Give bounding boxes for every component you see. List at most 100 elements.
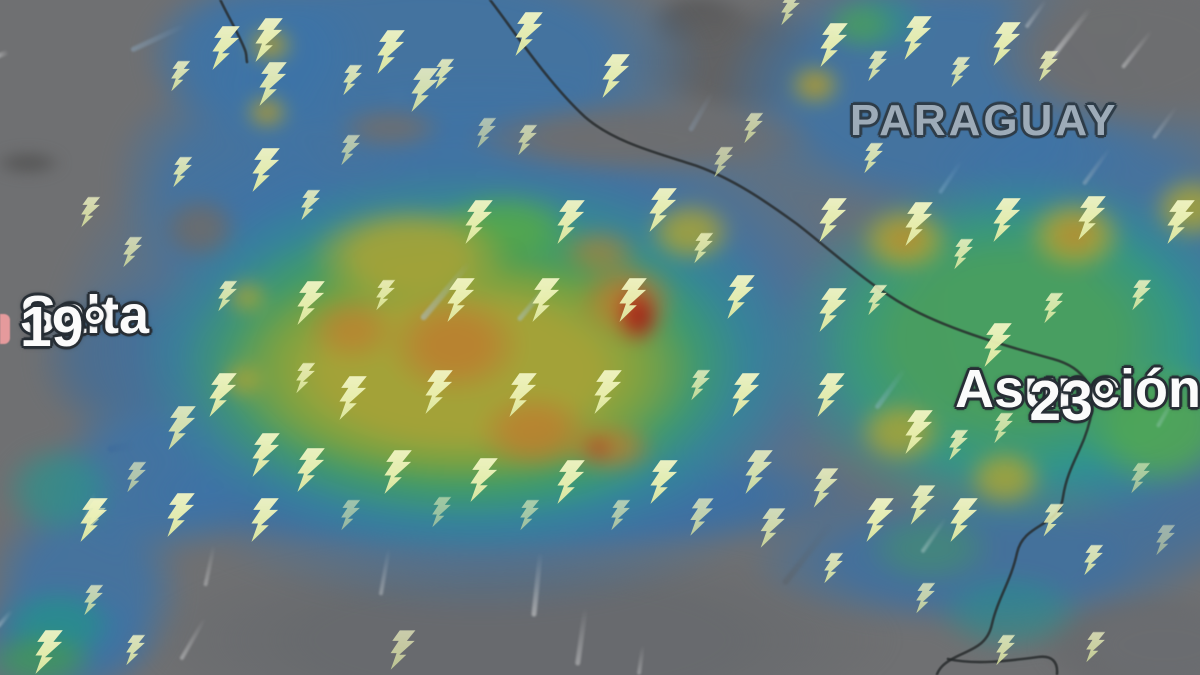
lightning-bolt-icon	[1086, 631, 1106, 663]
lightning-bolt-icon	[690, 498, 714, 536]
country-label-paraguay: PARAGUAY	[850, 96, 1119, 145]
lightning-bolt-icon	[81, 196, 101, 228]
lightning-bolt-icon	[255, 18, 283, 62]
city-name: Salta	[20, 285, 150, 345]
lightning-bolt-icon	[744, 112, 764, 144]
lightning-bolt-icon	[515, 12, 543, 56]
lightning-bolt-icon	[390, 630, 416, 670]
lightning-bolt-icon	[212, 26, 240, 70]
lightning-bolt-icon	[611, 499, 631, 531]
lightning-bolt-icon	[123, 236, 143, 268]
lightning-bolt-icon	[594, 370, 622, 414]
city-name: Asunción	[955, 359, 1200, 419]
lightning-bolt-icon	[996, 634, 1016, 666]
lightning-bolt-icon	[411, 68, 439, 112]
lightning-bolt-icon	[343, 64, 363, 96]
lightning-bolt-icon	[509, 373, 537, 417]
lightning-bolt-icon	[447, 278, 475, 322]
lightning-bolt-icon	[905, 202, 933, 246]
lightning-bolt-icon	[557, 200, 585, 244]
lightning-bolt-icon	[465, 200, 493, 244]
lightning-bolt-icon	[714, 146, 734, 178]
lightning-bolt-icon	[820, 23, 848, 67]
lightning-bolt-icon	[951, 56, 971, 88]
border-branch-south	[946, 655, 1059, 675]
lightning-bolt-icon	[650, 460, 678, 504]
lightning-bolt-icon	[557, 460, 585, 504]
lightning-bolt-icon	[1156, 524, 1176, 556]
lightning-bolt-icon	[781, 0, 801, 26]
lightning-bolt-icon	[297, 448, 325, 492]
lightning-bolt-icon	[817, 373, 845, 417]
lightning-bolt-icon	[864, 142, 884, 174]
lightning-bolt-icon	[168, 406, 196, 450]
lightning-bolt-icon	[1039, 50, 1059, 82]
lightning-bolt-icon	[602, 54, 630, 98]
lightning-bolt-icon	[813, 468, 839, 508]
lightning-bolt-icon	[384, 450, 412, 494]
lightning-bolt-icon	[949, 429, 969, 461]
lightning-bolt-icon	[819, 288, 847, 332]
lightning-bolt-icon	[301, 189, 321, 221]
city-temperature: 23°	[1029, 369, 1116, 433]
lightning-bolt-icon	[297, 281, 325, 325]
lightning-bolt-icon	[251, 498, 279, 542]
lightning-bolt-icon	[520, 499, 540, 531]
lightning-bolt-icon	[167, 493, 195, 537]
lightning-bolt-icon	[868, 284, 888, 316]
lightning-bolt-icon	[1044, 292, 1064, 324]
lightning-bolt-icon	[954, 238, 974, 270]
road-fragment-marker	[0, 314, 10, 344]
lightning-bolt-icon	[339, 376, 367, 420]
lightning-bolt-icon	[916, 582, 936, 614]
lightning-bolt-icon	[470, 458, 498, 502]
lightning-bolt-icon	[819, 198, 847, 242]
lightning-bolt-icon	[993, 22, 1021, 66]
lightning-bolt-icon	[1078, 196, 1106, 240]
lightning-bolt-icon	[84, 584, 104, 616]
lightning-bolt-icon	[745, 450, 773, 494]
lightning-bolt-icon	[1043, 503, 1065, 537]
lightning-bolt-icon	[1131, 462, 1151, 494]
lightning-bolt-icon	[209, 373, 237, 417]
border-segment-northwest	[218, 0, 249, 64]
lightning-bolt-icon	[619, 278, 647, 322]
lightning-bolt-icon	[252, 433, 280, 477]
lightning-bolt-icon	[868, 50, 888, 82]
lightning-bolt-icon	[1167, 200, 1195, 244]
lightning-bolt-icon	[376, 279, 396, 311]
lightning-bolt-icon	[532, 278, 560, 322]
lightning-bolt-icon	[950, 498, 978, 542]
lightning-bolt-icon	[477, 117, 497, 149]
lightning-bolt-icon	[649, 188, 677, 232]
border-paraguay-river	[488, 0, 1094, 675]
lightning-bolt-icon	[824, 552, 844, 584]
lightning-bolt-icon	[341, 134, 361, 166]
lightning-bolt-icon	[35, 630, 63, 674]
lightning-bolt-icon	[691, 369, 711, 401]
lightning-bolt-icon	[171, 60, 191, 92]
lightning-bolt-icon	[760, 508, 786, 548]
lightning-bolt-icon	[910, 485, 936, 525]
lightning-bolt-icon	[296, 362, 316, 394]
lightning-bolt-icon	[126, 634, 146, 666]
lightning-bolt-icon	[866, 498, 894, 542]
lightning-bolt-icon	[518, 124, 538, 156]
lightning-bolt-icon	[1132, 279, 1152, 311]
lightning-bolt-icon	[173, 156, 193, 188]
lightning-bolt-icon	[905, 410, 933, 454]
lightning-bolt-icon	[727, 275, 755, 319]
lightning-bolt-icon	[435, 58, 455, 90]
lightning-bolt-icon	[1084, 544, 1104, 576]
lightning-bolt-icon	[377, 30, 405, 74]
lightning-bolt-icon	[341, 499, 361, 531]
lightning-bolt-icon	[694, 232, 714, 264]
lightning-bolt-icon	[993, 198, 1021, 242]
lightning-bolt-icon	[732, 373, 760, 417]
lightning-bolt-icon	[80, 498, 108, 542]
lightning-bolt-icon	[218, 280, 238, 312]
lightning-bolt-icon	[127, 461, 147, 493]
